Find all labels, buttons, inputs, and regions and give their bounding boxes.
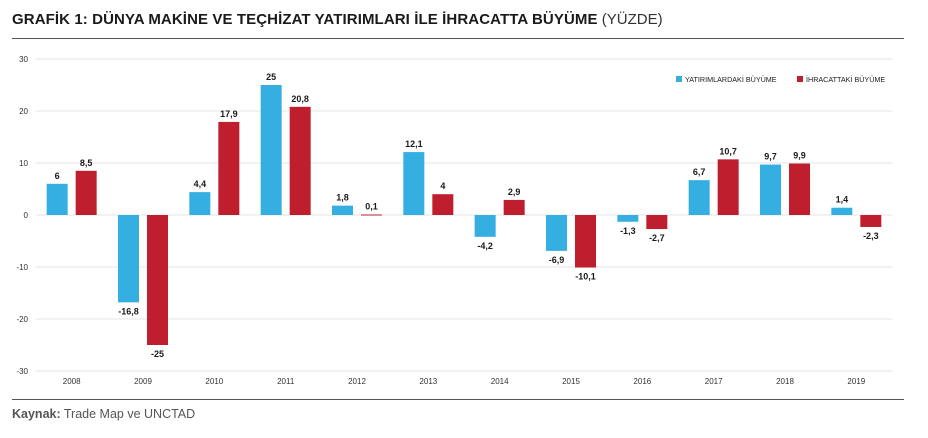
y-tick-label: 30 (19, 55, 28, 64)
y-tick-label: 20 (19, 107, 28, 116)
data-label: 1,8 (336, 193, 349, 203)
investment-bar (760, 164, 781, 215)
data-label: 6 (55, 171, 60, 181)
export-bar (361, 214, 382, 216)
chart-title-unit: (YÜZDE) (601, 11, 663, 28)
data-label: 20,8 (291, 94, 309, 104)
investment-bar (260, 85, 282, 215)
bars (46, 85, 882, 345)
data-label: -2,7 (649, 233, 665, 243)
legend-swatch (797, 76, 803, 82)
export-bar (860, 215, 882, 227)
data-label: 0,1 (365, 201, 378, 211)
investment-bar (332, 205, 353, 215)
data-label: -4,2 (477, 241, 493, 251)
x-tick-label: 2018 (776, 377, 794, 386)
data-label: -16,8 (118, 306, 139, 316)
chart-title-main: GRAFİK 1: DÜNYA MAKİNE VE TEÇHİZAT YATIR… (12, 11, 598, 28)
y-tick-label: -20 (16, 315, 28, 324)
export-bar (432, 194, 454, 215)
legend-label: YATIRIMLARDAKİ BÜYÜME (685, 75, 777, 84)
investment-bar (474, 215, 496, 237)
legend-label: İHRACATTAKİ BÜYÜME (806, 75, 885, 84)
x-tick-label: 2010 (205, 377, 223, 386)
source-label: Kaynak: (12, 407, 61, 421)
data-label: 10,7 (719, 146, 737, 156)
gridlines (36, 58, 892, 372)
footer-rule (12, 399, 904, 400)
data-label: 8,5 (80, 158, 93, 168)
x-tick-label: 2019 (847, 377, 865, 386)
investment-bar (118, 215, 139, 303)
y-axis-ticks: -30 -20 -10 0 10 20 30 (16, 55, 28, 376)
export-bar (575, 215, 596, 268)
source-text: Trade Map ve UNCTAD (63, 407, 196, 421)
y-tick-label: -30 (16, 367, 28, 376)
export-bar (75, 170, 97, 215)
investment-bar (831, 207, 853, 215)
x-tick-label: 2014 (491, 377, 509, 386)
export-bar (218, 121, 240, 215)
export-bar (147, 215, 168, 345)
data-label: -10,1 (575, 272, 596, 282)
x-tick-label: 2015 (562, 377, 580, 386)
x-axis-ticks: 2008 2009 2010 2011 2012 2013 2014 2015 2016 2017… (63, 377, 866, 386)
bar-chart: -30 -20 -10 0 10 20 30 6 8,5 -16,8 -25 4,4 17,9 25 20… (16, 55, 892, 386)
data-label: 17,9 (220, 109, 238, 119)
export-bar (646, 215, 668, 230)
investment-bar (546, 215, 567, 251)
legend-item-export: İHRACATTAKİ BÜYÜME (797, 75, 885, 84)
data-label: -1,3 (620, 226, 636, 236)
data-label: -25 (151, 349, 164, 359)
data-label: 12,1 (405, 139, 423, 149)
data-label: 25 (266, 72, 276, 82)
legend-item-investment: YATIRIMLARDAKİ BÜYÜME (676, 75, 777, 84)
export-bar (789, 163, 810, 215)
data-label: 6,7 (693, 167, 706, 177)
data-label: 9,9 (793, 151, 806, 161)
export-bar (289, 106, 311, 215)
investment-bar (617, 215, 639, 222)
data-label: 4,4 (194, 179, 207, 189)
data-label: 2,9 (508, 187, 521, 197)
y-tick-label: 0 (24, 211, 29, 220)
x-tick-label: 2013 (419, 377, 437, 386)
x-tick-label: 2009 (134, 377, 152, 386)
data-label: -6,9 (549, 255, 565, 265)
data-labels: 6 8,5 -16,8 -25 4,4 17,9 25 20,8 1,8 0,1 12,1 4 -4,2… (55, 72, 879, 359)
investment-bar (189, 192, 211, 215)
investment-bar (403, 152, 425, 215)
data-label: 9,7 (764, 152, 777, 162)
legend-swatch (676, 76, 682, 82)
header-rule (12, 38, 904, 39)
export-bar (717, 159, 739, 215)
investment-bar (688, 180, 710, 215)
x-tick-label: 2011 (277, 377, 295, 386)
x-tick-label: 2012 (348, 377, 366, 386)
investment-bar (46, 183, 68, 215)
data-label: -2,3 (863, 231, 879, 241)
source-note: Kaynak: Trade Map ve UNCTAD (12, 407, 195, 421)
data-label: 1,4 (836, 195, 849, 205)
y-tick-label: -10 (16, 263, 28, 272)
x-tick-label: 2008 (63, 377, 81, 386)
data-label: 4 (440, 181, 445, 191)
legend: YATIRIMLARDAKİ BÜYÜME İHRACATTAKİ BÜYÜME (676, 75, 885, 84)
chart-title: GRAFİK 1: DÜNYA MAKİNE VE TEÇHİZAT YATIR… (12, 11, 663, 28)
x-tick-label: 2016 (633, 377, 651, 386)
y-tick-label: 10 (19, 159, 28, 168)
export-bar (503, 199, 525, 215)
x-tick-label: 2017 (705, 377, 723, 386)
